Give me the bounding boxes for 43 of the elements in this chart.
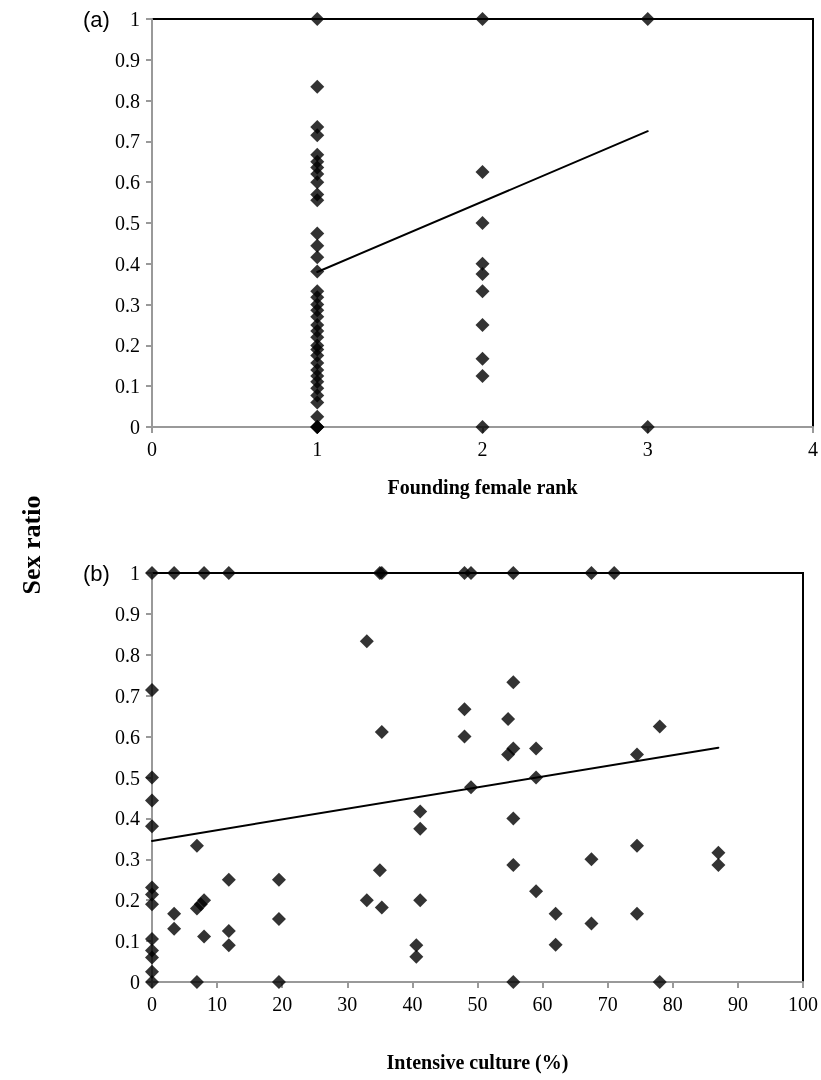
y-tick-label: 0.7 bbox=[115, 684, 140, 707]
y-tick-label: 0.9 bbox=[115, 602, 140, 625]
y-tick-label: 1 bbox=[130, 562, 140, 584]
x-tick-label: 90 bbox=[727, 993, 748, 1015]
x-tick-label: 0 bbox=[147, 993, 157, 1015]
chart-title: (b) bbox=[83, 560, 110, 586]
y-tick-label: 0.2 bbox=[115, 889, 140, 912]
y-tick-label: 0.6 bbox=[115, 725, 140, 748]
y-tick-label: 0.3 bbox=[115, 293, 140, 316]
y-tick-label: 0.4 bbox=[115, 807, 140, 830]
x-tick-label: 40 bbox=[402, 993, 423, 1015]
y-tick-label: 0.1 bbox=[115, 930, 140, 953]
y-tick-label: 0.7 bbox=[115, 130, 140, 153]
y-tick-label: 0.8 bbox=[115, 89, 140, 112]
x-tick-label: 20 bbox=[272, 993, 293, 1015]
y-tick-label: 0.4 bbox=[115, 252, 140, 275]
x-tick-label: 60 bbox=[532, 993, 553, 1015]
y-tick-label: 0.5 bbox=[115, 766, 140, 789]
x-tick-label: 100 bbox=[788, 993, 818, 1015]
chart-title: (a) bbox=[83, 6, 110, 32]
y-axis-title: Sex ratio bbox=[17, 495, 47, 595]
x-axis-title: Intensive culture (%) bbox=[386, 1051, 569, 1074]
x-tick-label: 4 bbox=[808, 438, 818, 460]
y-tick-label: 0.9 bbox=[115, 48, 140, 71]
y-tick-label: 1 bbox=[130, 8, 140, 30]
x-tick-label: 0 bbox=[147, 438, 157, 460]
y-tick-label: 0 bbox=[130, 971, 140, 993]
x-tick-label: 30 bbox=[337, 993, 358, 1015]
y-tick-label: 0.1 bbox=[115, 375, 140, 398]
x-axis-title: Founding female rank bbox=[387, 476, 579, 499]
x-tick-label: 2 bbox=[477, 438, 488, 460]
x-tick-label: 10 bbox=[207, 993, 228, 1015]
x-tick-label: 70 bbox=[597, 993, 618, 1015]
x-tick-label: 80 bbox=[662, 993, 683, 1015]
x-tick-label: 3 bbox=[642, 438, 653, 460]
y-tick-label: 0.5 bbox=[115, 212, 140, 234]
x-tick-label: 50 bbox=[467, 993, 488, 1015]
x-tick-label: 1 bbox=[312, 438, 323, 460]
y-tick-label: 0.3 bbox=[115, 848, 140, 871]
y-tick-label: 0.6 bbox=[115, 171, 140, 194]
y-tick-label: 0 bbox=[130, 416, 140, 438]
y-tick-label: 0.8 bbox=[115, 643, 140, 666]
y-tick-label: 0.2 bbox=[115, 334, 140, 357]
